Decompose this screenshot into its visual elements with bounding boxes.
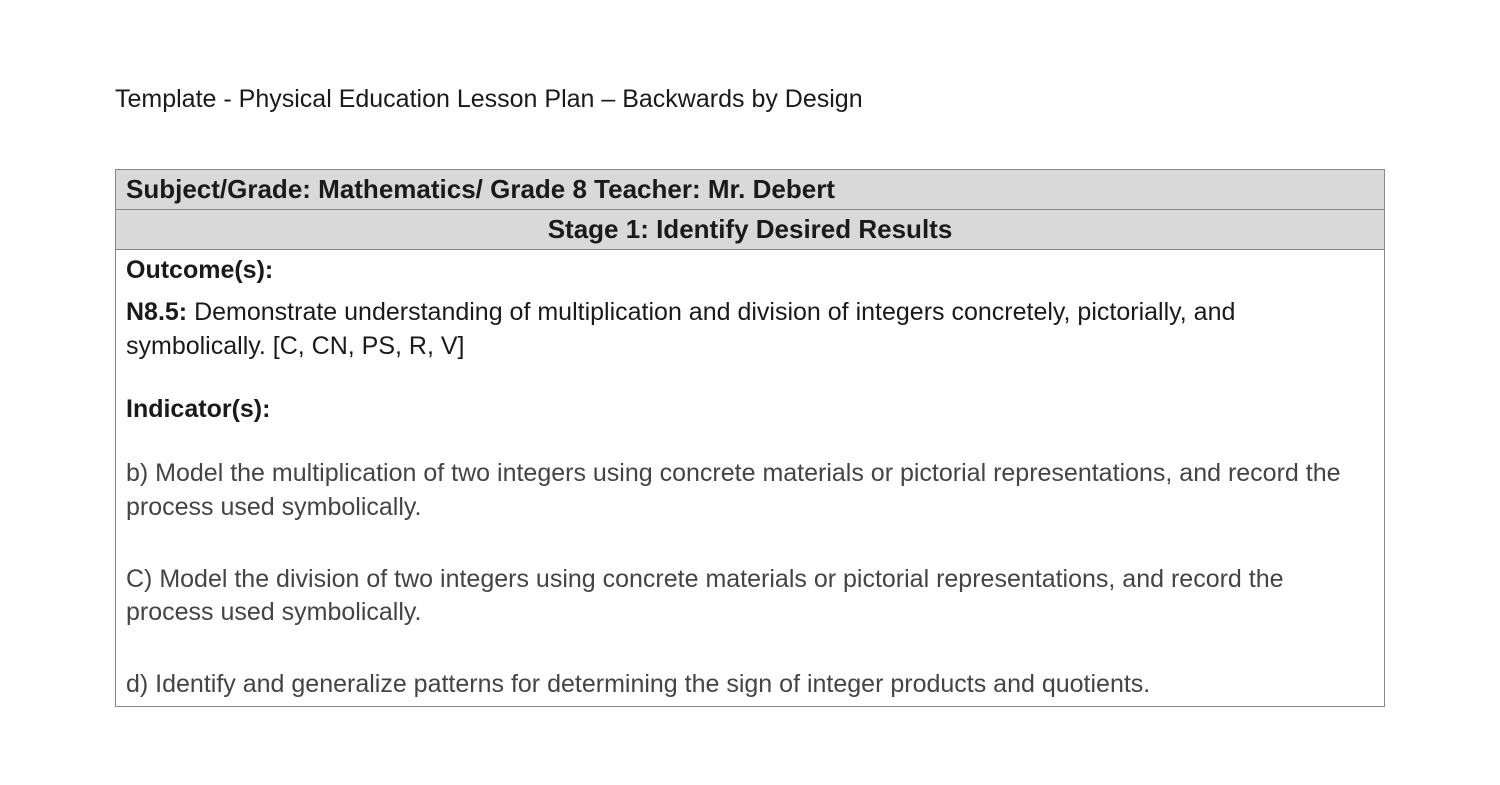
table-row: Subject/Grade: Mathematics/ Grade 8 Teac… [116, 170, 1385, 210]
lesson-plan-table: Subject/Grade: Mathematics/ Grade 8 Teac… [115, 169, 1385, 707]
indicator-c: C) Model the division of two integers us… [126, 563, 1374, 631]
table-row: Outcome(s): N8.5: Demonstrate understand… [116, 250, 1385, 707]
stage-header: Stage 1: Identify Desired Results [116, 210, 1385, 250]
indicators-label: Indicator(s): [126, 395, 270, 423]
outcomes-label: Outcome(s): [126, 256, 273, 284]
outcome-text: Demonstrate understanding of multiplicat… [126, 298, 1235, 360]
document-title: Template - Physical Education Lesson Pla… [115, 85, 1385, 114]
content-cell: Outcome(s): N8.5: Demonstrate understand… [116, 250, 1385, 707]
indicator-b: b) Model the multiplication of two integ… [126, 457, 1374, 525]
subject-grade-header: Subject/Grade: Mathematics/ Grade 8 Teac… [116, 170, 1385, 210]
table-row: Stage 1: Identify Desired Results [116, 210, 1385, 250]
outcome-code: N8.5: [126, 298, 187, 326]
indicator-d: d) Identify and generalize patterns for … [126, 668, 1374, 702]
